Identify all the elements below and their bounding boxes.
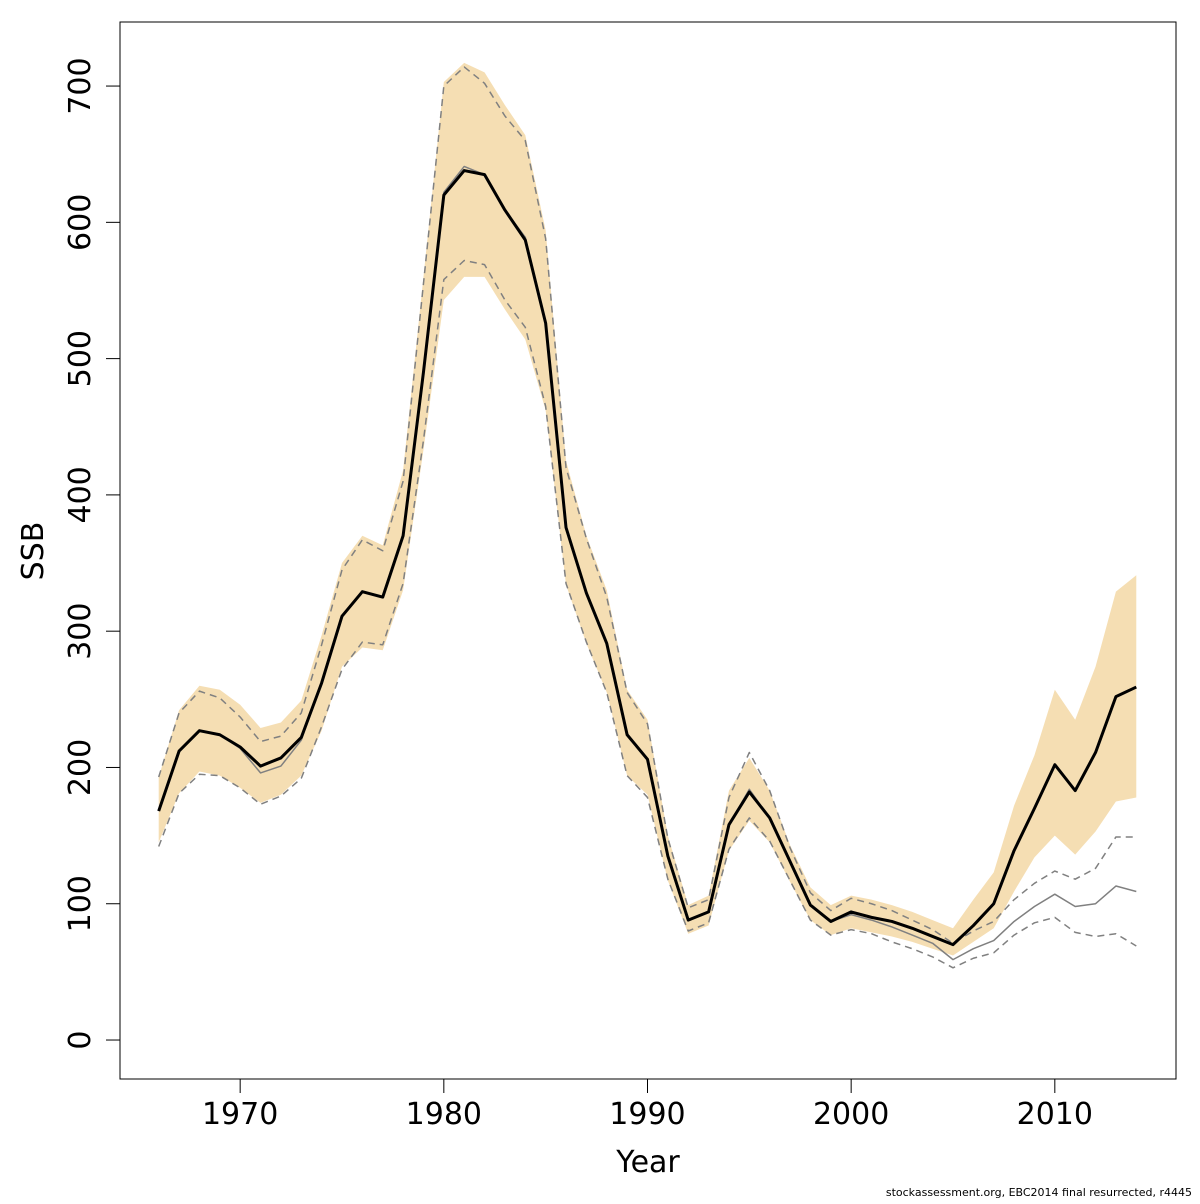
x-tick-label: 1980	[406, 1097, 482, 1132]
y-tick-label: 300	[63, 603, 98, 660]
series-line	[157, 259, 1137, 969]
confidence-band	[158, 62, 1137, 956]
series-line	[157, 169, 1137, 947]
x-tick-label: 1990	[609, 1097, 685, 1132]
y-tick-label: 700	[63, 57, 98, 114]
x-tick-label: 2010	[1017, 1097, 1093, 1132]
y-tick-label: 100	[63, 875, 98, 932]
y-tick-label: 600	[63, 194, 98, 251]
x-tick-label: 1970	[202, 1097, 278, 1132]
y-tick-label: 0	[63, 1030, 98, 1049]
y-axis-label: SSB	[16, 522, 51, 581]
y-tick-label: 400	[63, 466, 98, 523]
series-line	[157, 66, 1137, 945]
y-tick-label: 200	[63, 739, 98, 796]
plot-frame	[119, 21, 1177, 1080]
x-tick-label: 2000	[813, 1097, 889, 1132]
x-axis-label: Year	[615, 1145, 680, 1180]
footnote: stockassessment.org, EBC2014 final resur…	[886, 1186, 1192, 1199]
y-tick-label: 500	[63, 330, 98, 387]
